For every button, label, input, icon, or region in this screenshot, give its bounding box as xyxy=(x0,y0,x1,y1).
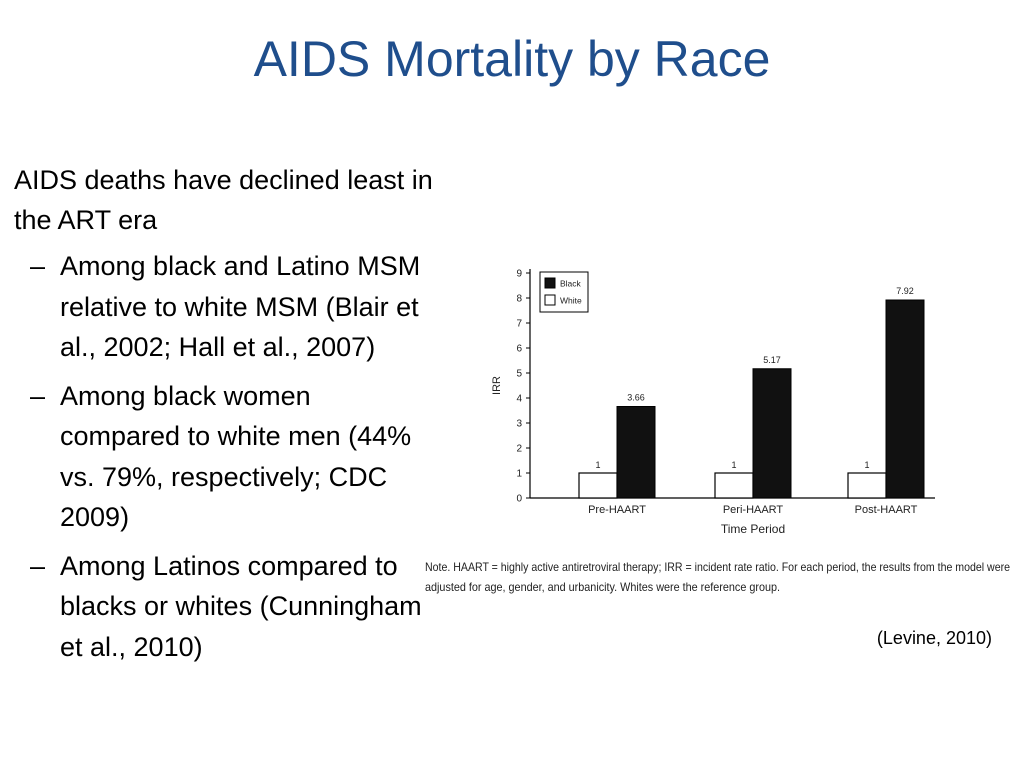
legend-label-black: Black xyxy=(560,279,582,289)
slide-title: AIDS Mortality by Race xyxy=(253,31,771,87)
x-tick-label: Pre-HAART xyxy=(588,504,646,516)
note-line: adjusted for age, gender, and urbanicity… xyxy=(425,580,780,594)
data-label-white: 1 xyxy=(731,460,736,470)
x-tick-label: Post-HAART xyxy=(855,504,918,516)
y-tick-label: 8 xyxy=(516,294,522,305)
irr-bar-chart: 0 1 2 3 4 5 6 7 8 9 IRR 1 3.66 Pre-HAART 1 5.17 Peri-HA… xyxy=(425,269,1010,595)
legend-swatch-black xyxy=(544,277,556,289)
y-tick-label: 7 xyxy=(516,319,522,330)
bar-black xyxy=(752,368,792,499)
sub-bullet-list: – Among black and Latino MSM relative to… xyxy=(14,246,434,667)
chart-labels: 1 3.66 Pre-HAART 1 5.17 Peri-HAART 1 7.92 Post-H… xyxy=(588,286,918,536)
chart-bars xyxy=(578,299,925,499)
y-tick-label: 3 xyxy=(516,419,522,430)
y-tick-label: 1 xyxy=(516,469,522,480)
sub-bullet-text: Among black and Latino MSM relative to w… xyxy=(60,251,421,362)
data-label-white: 1 xyxy=(595,460,600,470)
data-label-black: 5.17 xyxy=(763,355,781,365)
data-label-white: 1 xyxy=(864,460,869,470)
data-label-black: 3.66 xyxy=(627,393,645,403)
sub-bullet-text: Among Latinos compared to blacks or whit… xyxy=(60,550,422,662)
data-label-black: 7.92 xyxy=(896,286,914,296)
sub-bullet: – Among black women compared to white me… xyxy=(14,376,434,538)
x-tick-label: Peri-HAART xyxy=(723,504,784,516)
dash-marker: – xyxy=(30,550,46,581)
sub-bullet: – Among black and Latino MSM relative to… xyxy=(14,246,434,368)
y-tick-label: 0 xyxy=(516,494,522,505)
sub-bullet-text: Among black women compared to white men … xyxy=(60,380,412,533)
legend-label-white: White xyxy=(560,296,582,306)
note-line: Note. HAART = highly active antiretrovir… xyxy=(425,560,1010,574)
bar-black xyxy=(885,299,925,499)
y-tick-label: 4 xyxy=(516,394,522,405)
bar-white xyxy=(578,472,618,499)
bar-white xyxy=(714,472,754,499)
bullet-list: AIDS deaths have declined least in the A… xyxy=(14,160,434,675)
x-axis-label: Time Period xyxy=(721,522,785,536)
dash-marker: – xyxy=(30,380,46,411)
dash-marker: – xyxy=(30,251,46,281)
chart-legend: Black White xyxy=(539,271,589,313)
lead-bullet: AIDS deaths have declined least in the A… xyxy=(14,165,433,235)
y-tick-label: 9 xyxy=(516,269,522,280)
bar-white xyxy=(847,472,887,499)
legend-swatch-white xyxy=(544,294,556,306)
y-tick-label: 2 xyxy=(516,444,522,455)
y-tick-label: 6 xyxy=(516,344,522,355)
y-axis-label: IRR xyxy=(491,376,503,395)
citation: (Levine, 2010) xyxy=(876,628,992,648)
y-tick-label: 5 xyxy=(516,369,522,380)
sub-bullet: – Among Latinos compared to blacks or wh… xyxy=(14,546,434,668)
chart-note: Note. HAART = highly active antiretrovir… xyxy=(425,560,1010,594)
bar-black xyxy=(616,406,656,499)
